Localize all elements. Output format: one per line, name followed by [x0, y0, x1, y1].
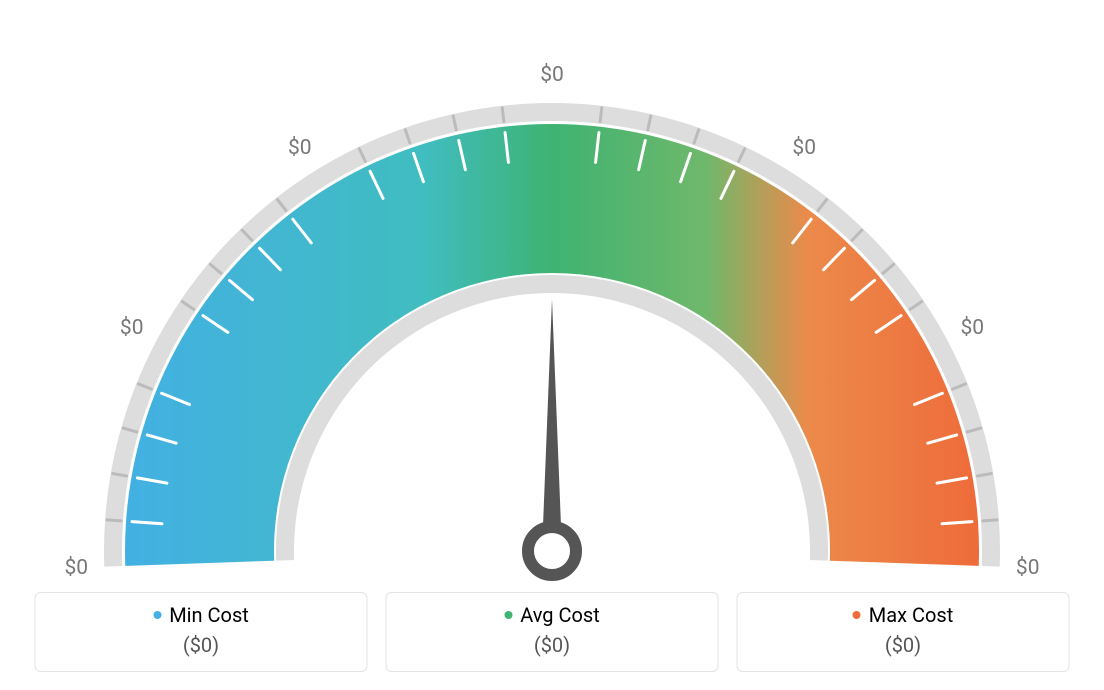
gauge-tick-label: $0: [288, 136, 312, 160]
legend-dot-avg: [504, 611, 512, 619]
legend-card-min: Min Cost ($0): [35, 592, 368, 672]
gauge-tick-label: $0: [540, 63, 564, 87]
gauge-tick-label: $0: [1016, 556, 1040, 580]
legend-label-avg: Avg Cost: [520, 603, 600, 627]
gauge-svg: [52, 61, 1052, 601]
legend-label-max: Max Cost: [869, 603, 954, 627]
gauge-chart: $0 $0 $0 $0 $0 $0 $0: [52, 61, 1052, 601]
gauge-tick-label: $0: [120, 316, 144, 340]
legend-label-min: Min Cost: [169, 603, 249, 627]
gauge-tick-label: $0: [960, 316, 984, 340]
legend-title-max: Max Cost: [853, 603, 954, 627]
legend-value-min: ($0): [36, 633, 367, 657]
legend-dot-max: [853, 611, 861, 619]
legend-value-avg: ($0): [387, 633, 718, 657]
legend-card-avg: Avg Cost ($0): [386, 592, 719, 672]
legend-dot-min: [153, 611, 161, 619]
legend-card-max: Max Cost ($0): [737, 592, 1070, 672]
legend-title-min: Min Cost: [153, 603, 249, 627]
legend-row: Min Cost ($0) Avg Cost ($0) Max Cost ($0…: [35, 592, 1070, 672]
cost-gauge-infographic: $0 $0 $0 $0 $0 $0 $0 Min Cost ($0) Avg Cost ($…: [0, 0, 1104, 690]
legend-title-avg: Avg Cost: [504, 603, 600, 627]
gauge-tick-label: $0: [64, 556, 88, 580]
gauge-tick-label: $0: [792, 136, 816, 160]
legend-value-max: ($0): [738, 633, 1069, 657]
